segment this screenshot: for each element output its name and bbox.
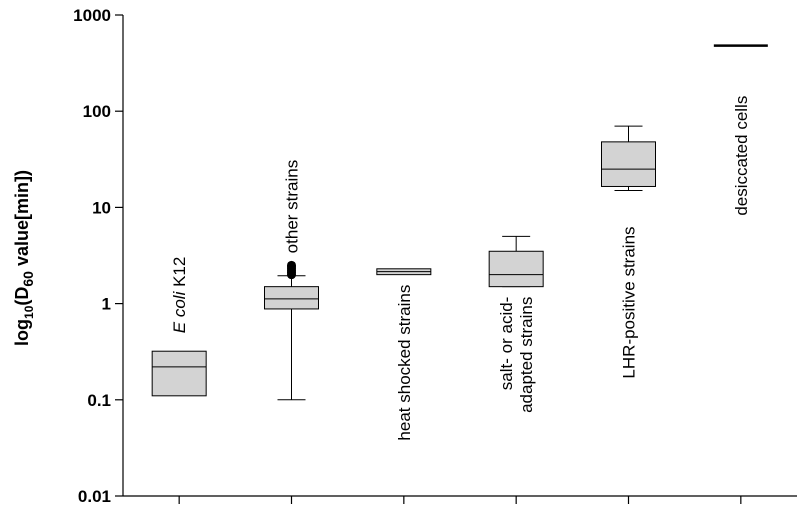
category-label-rest: K12 [170, 257, 189, 292]
box-group [601, 125, 656, 191]
y-tick-label: 0.1 [87, 391, 111, 410]
y-tick-label: 1 [102, 295, 111, 314]
box [264, 286, 319, 310]
box [488, 250, 544, 288]
y-axis-title: log10(D60 value[min]) [12, 170, 36, 346]
category-label-line: salt- or acid- [497, 297, 516, 391]
box-group [376, 268, 432, 276]
y-tick-label: 1000 [73, 6, 111, 25]
boxes [151, 44, 768, 401]
category-label-italic: E coli [170, 290, 189, 333]
box [601, 141, 656, 187]
category-label: other strains [283, 160, 302, 254]
outlier-point [287, 260, 296, 270]
y-axis: 0.01 0.1 1 10 100 1000 [73, 6, 124, 506]
y-tick-label: 0.01 [78, 487, 111, 506]
x-axis [123, 495, 797, 504]
category-label: desiccated cells [732, 96, 751, 216]
category-label: E coli K12 [170, 257, 189, 334]
box-group [264, 260, 319, 401]
y-tick-label: 10 [92, 198, 111, 217]
category-label: heat shocked strains [395, 285, 414, 441]
box-group [151, 350, 207, 397]
category-labels: E coli K12 other strains heat shocked stra… [170, 96, 751, 441]
box [151, 350, 207, 397]
category-label: LHR-positive strains [620, 226, 639, 378]
category-label-line: adapted strains [517, 297, 536, 413]
y-tick-label: 100 [83, 102, 111, 121]
box-group [488, 235, 544, 288]
